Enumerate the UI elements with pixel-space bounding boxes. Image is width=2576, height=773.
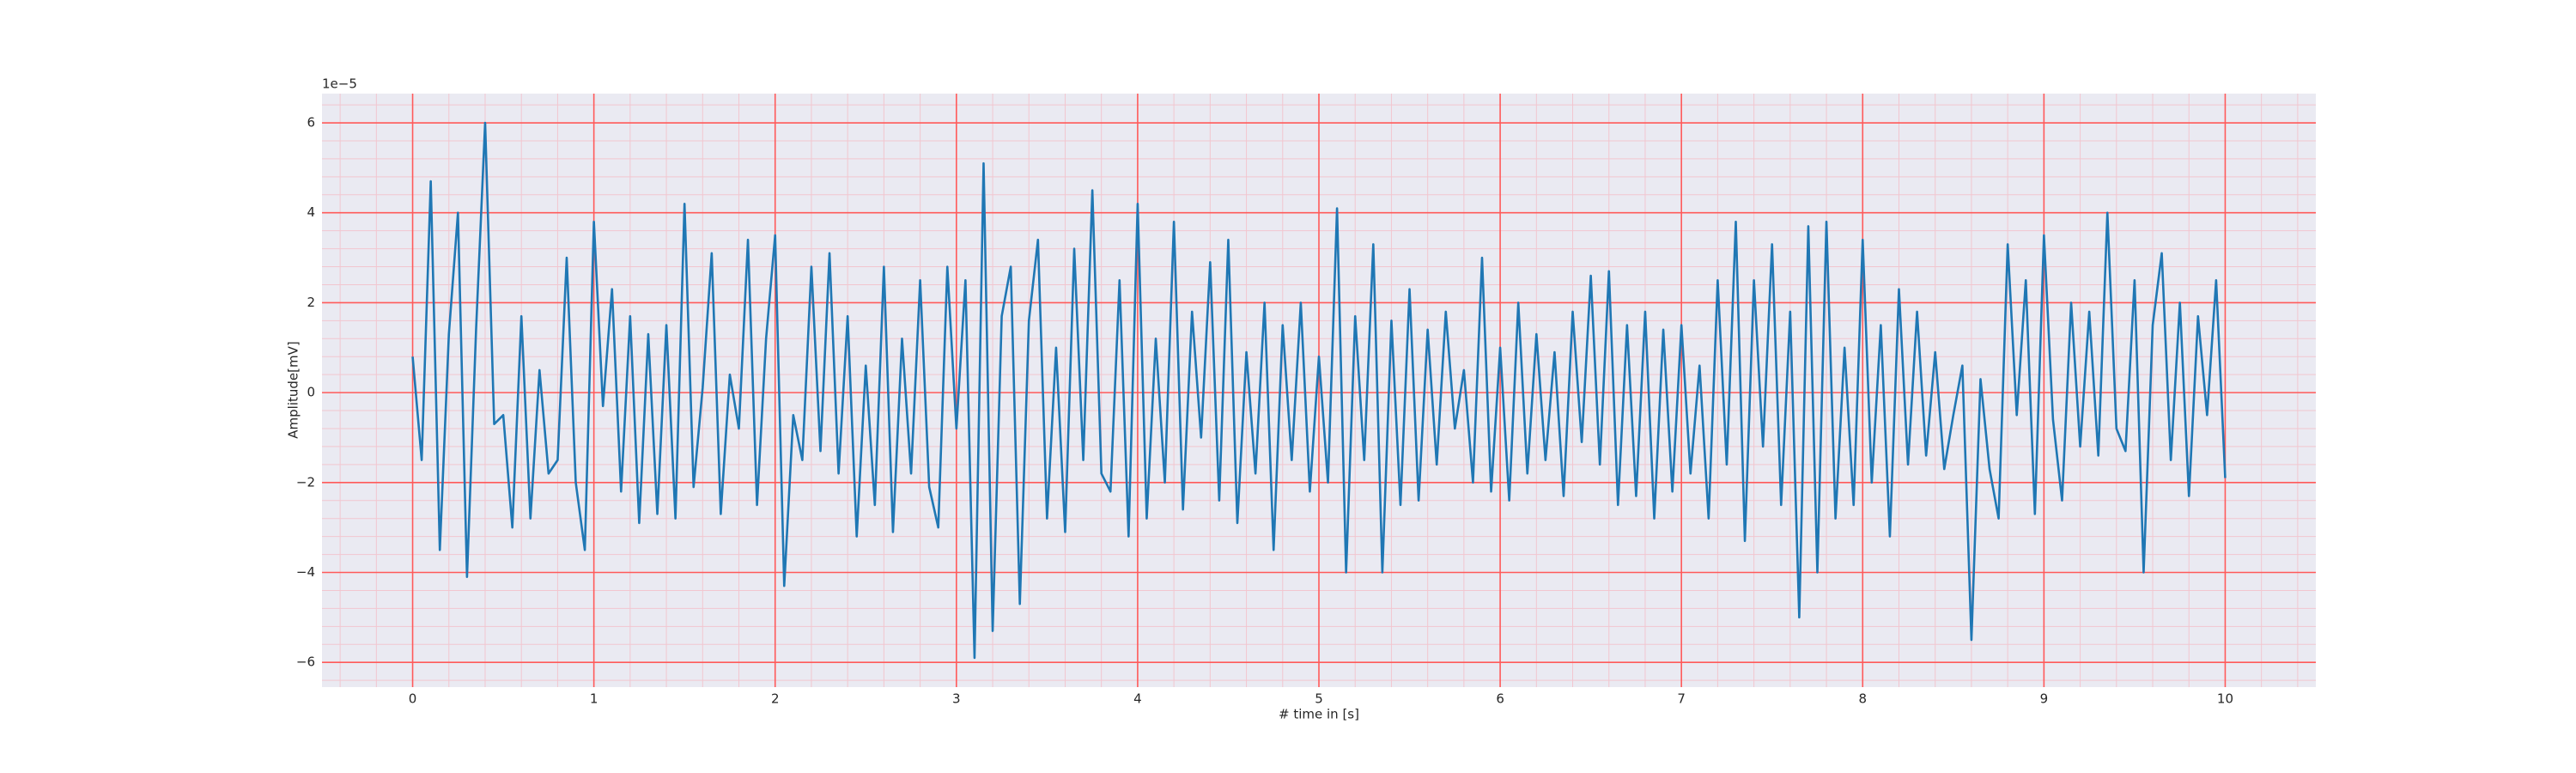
x-axis-label: # time in [s] <box>1279 707 1359 722</box>
signal-line <box>411 121 2227 660</box>
y-tick-label: −6 <box>296 654 315 670</box>
x-tick-label: 3 <box>952 691 961 707</box>
x-tick-label: 10 <box>2217 691 2233 707</box>
x-tick-label: 6 <box>1496 691 1504 707</box>
x-tick-label: 7 <box>1677 691 1686 707</box>
y-tick-label: 0 <box>307 385 315 400</box>
y-tick-label: 4 <box>307 204 315 220</box>
x-tick-label: 8 <box>1858 691 1867 707</box>
y-tick-label: −2 <box>296 474 315 490</box>
y-axis-label: Amplitude[mV] <box>286 341 301 438</box>
x-tick-label: 0 <box>409 691 417 707</box>
offset-text: 1e−5 <box>322 76 357 92</box>
x-tick-label: 5 <box>1315 691 1323 707</box>
x-tick-label: 4 <box>1133 691 1142 707</box>
x-tick-label: 2 <box>771 691 780 707</box>
x-tick-label: 1 <box>590 691 598 707</box>
y-tick-label: 2 <box>307 295 315 310</box>
y-tick-label: 6 <box>307 115 315 131</box>
x-tick-label: 9 <box>2040 691 2049 707</box>
y-tick-label: −4 <box>296 564 315 580</box>
